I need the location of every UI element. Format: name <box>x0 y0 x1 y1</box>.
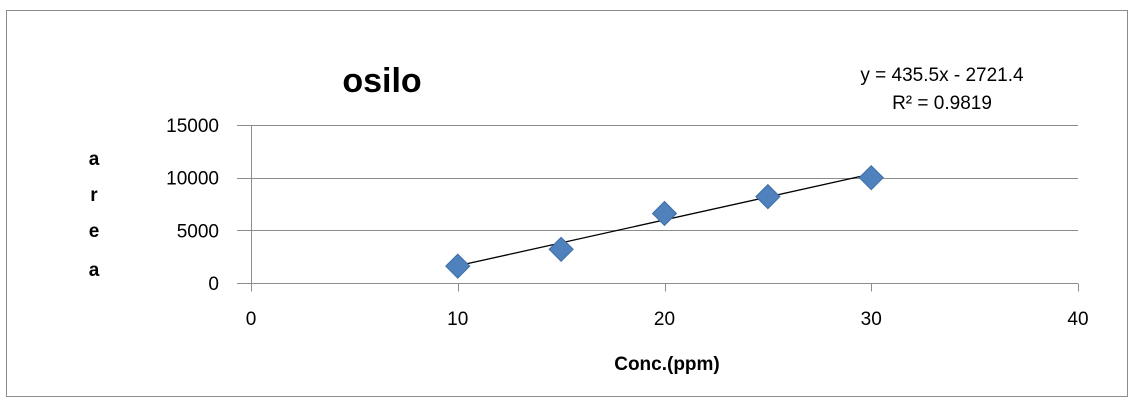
chart-title: osilo <box>342 62 421 100</box>
y-axis-title-char-3: e <box>89 221 100 242</box>
x-tick-labels: 0 10 20 30 40 <box>246 309 1089 330</box>
x-tick-label-1: 10 <box>447 309 468 330</box>
y-axis-title-char-2: r <box>90 185 98 206</box>
data-point-0-2 <box>651 200 678 227</box>
data-point-0-3 <box>755 183 781 210</box>
data-point-0-4 <box>858 164 884 191</box>
y-tick-label-0: 0 <box>208 274 219 295</box>
data-point-0-0 <box>445 253 471 279</box>
gridlines <box>251 125 1078 231</box>
trendline-equation: y = 435.5x - 2721.4 <box>860 65 1024 86</box>
axes <box>237 125 1079 292</box>
y-axis-title-char-1: a <box>89 149 100 170</box>
x-axis-title: Conc.(ppm) <box>614 354 720 375</box>
x-tick-label-2: 20 <box>654 309 675 330</box>
x-tick-label-3: 30 <box>861 309 882 330</box>
y-tick-labels: 0 5000 10000 15000 <box>166 116 219 295</box>
data-points <box>445 164 884 279</box>
y-tick-label-1: 5000 <box>177 221 219 242</box>
x-tick-label-0: 0 <box>246 309 257 330</box>
trendline-r2: R² = 0.9819 <box>892 93 992 114</box>
chart-border <box>6 10 1128 397</box>
y-tick-label-2: 10000 <box>166 169 219 190</box>
data-point-0-1 <box>548 236 574 263</box>
y-axis-title-char-4: a <box>89 260 100 281</box>
y-axis-title: a r e a <box>89 149 100 281</box>
x-tick-label-4: 40 <box>1067 309 1088 330</box>
y-tick-label-3: 15000 <box>166 116 219 137</box>
